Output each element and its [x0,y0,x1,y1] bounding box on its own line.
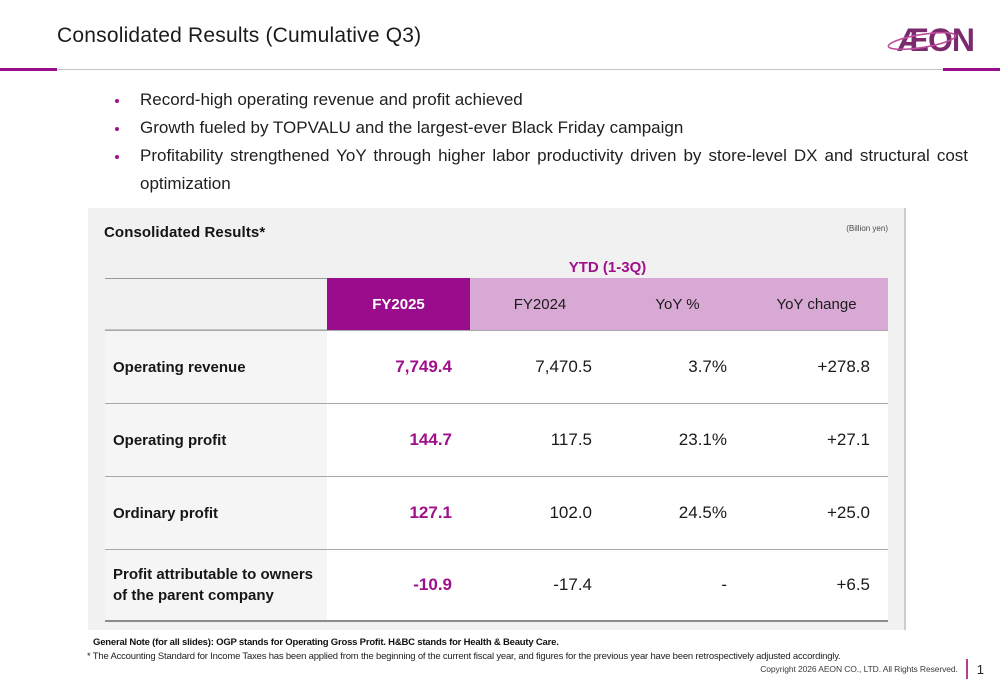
cell-fy2025: 144.7 [327,404,470,476]
panel-heading: Consolidated Results* [104,224,266,241]
bullet-icon [115,127,119,131]
unit-note: (Billion yen) [846,224,888,233]
page-number-separator [965,659,968,679]
footer-bar: Copyright 2026 AEON CO., LTD. All Rights… [760,658,984,680]
cell-yoy-pct: 3.7% [610,331,745,403]
header-cell-empty [105,278,327,330]
header-cell-yoy-change: YoY change [745,278,888,330]
divider-accent-left [0,68,57,71]
cell-yoy-pct: - [610,550,745,620]
footnotes: General Note (for all slides): OGP stand… [87,637,967,662]
cell-yoy-change: +6.5 [745,550,888,620]
bullet-item: Growth fueled by TOPVALU and the largest… [115,114,968,142]
copyright-text: Copyright 2026 AEON CO., LTD. All Rights… [760,664,958,674]
bullet-text: Growth fueled by TOPVALU and the largest… [140,118,684,137]
bullet-icon [115,155,119,159]
cell-fy2024: 102.0 [470,477,610,549]
cell-fy2025: 127.1 [327,477,470,549]
cell-fy2024: 7,470.5 [470,331,610,403]
cell-yoy-pct: 23.1% [610,404,745,476]
row-label: Operating profit [105,404,327,476]
divider-line [57,69,943,70]
general-note: General Note (for all slides): OGP stand… [93,637,559,648]
divider-accent-right [943,68,1000,71]
period-label: YTD (1-3Q) [568,259,647,276]
results-panel: Consolidated Results* (Billion yen) YTD … [88,208,906,630]
header-cell-fy2024: FY2024 [470,278,610,330]
cell-fy2025: -10.9 [327,550,470,620]
page-title: Consolidated Results (Cumulative Q3) [57,24,422,47]
page-number: 1 [976,661,984,677]
bullet-text: Record-high operating revenue and profit… [140,90,523,109]
bullet-item: Record-high operating revenue and profit… [115,86,968,114]
cell-yoy-change: +27.1 [745,404,888,476]
header-cell-fy2025: FY2025 [327,278,470,330]
cell-yoy-change: +25.0 [745,477,888,549]
table-row: Operating profit 144.7 117.5 23.1% +27.1 [105,403,888,476]
cell-fy2024: 117.5 [470,404,610,476]
row-label: Operating revenue [105,331,327,403]
row-label: Profit attributable to owners of the par… [105,550,327,620]
cell-fy2024: -17.4 [470,550,610,620]
cell-fy2025: 7,749.4 [327,331,470,403]
results-table: FY2025 FY2024 YoY % YoY change Operating… [105,278,888,622]
table-row: Ordinary profit 127.1 102.0 24.5% +25.0 [105,476,888,549]
bullet-icon [115,99,119,103]
bullet-item: Profitability strengthened YoY through h… [115,142,968,198]
summary-bullets: Record-high operating revenue and profit… [115,86,968,198]
cell-yoy-change: +278.8 [745,331,888,403]
aeon-logo: ÆON [878,20,975,60]
aeon-logo-text: ÆON [897,22,975,58]
table-row: Operating revenue 7,749.4 7,470.5 3.7% +… [105,330,888,403]
row-label: Ordinary profit [105,477,327,549]
asterisk-note: * The Accounting Standard for Income Tax… [87,651,841,662]
cell-yoy-pct: 24.5% [610,477,745,549]
title-divider [0,68,1000,71]
bullet-text: Profitability strengthened YoY through h… [140,146,968,193]
table-row: Profit attributable to owners of the par… [105,549,888,622]
header-cell-yoy-pct: YoY % [610,278,745,330]
table-header-row: FY2025 FY2024 YoY % YoY change [105,278,888,330]
